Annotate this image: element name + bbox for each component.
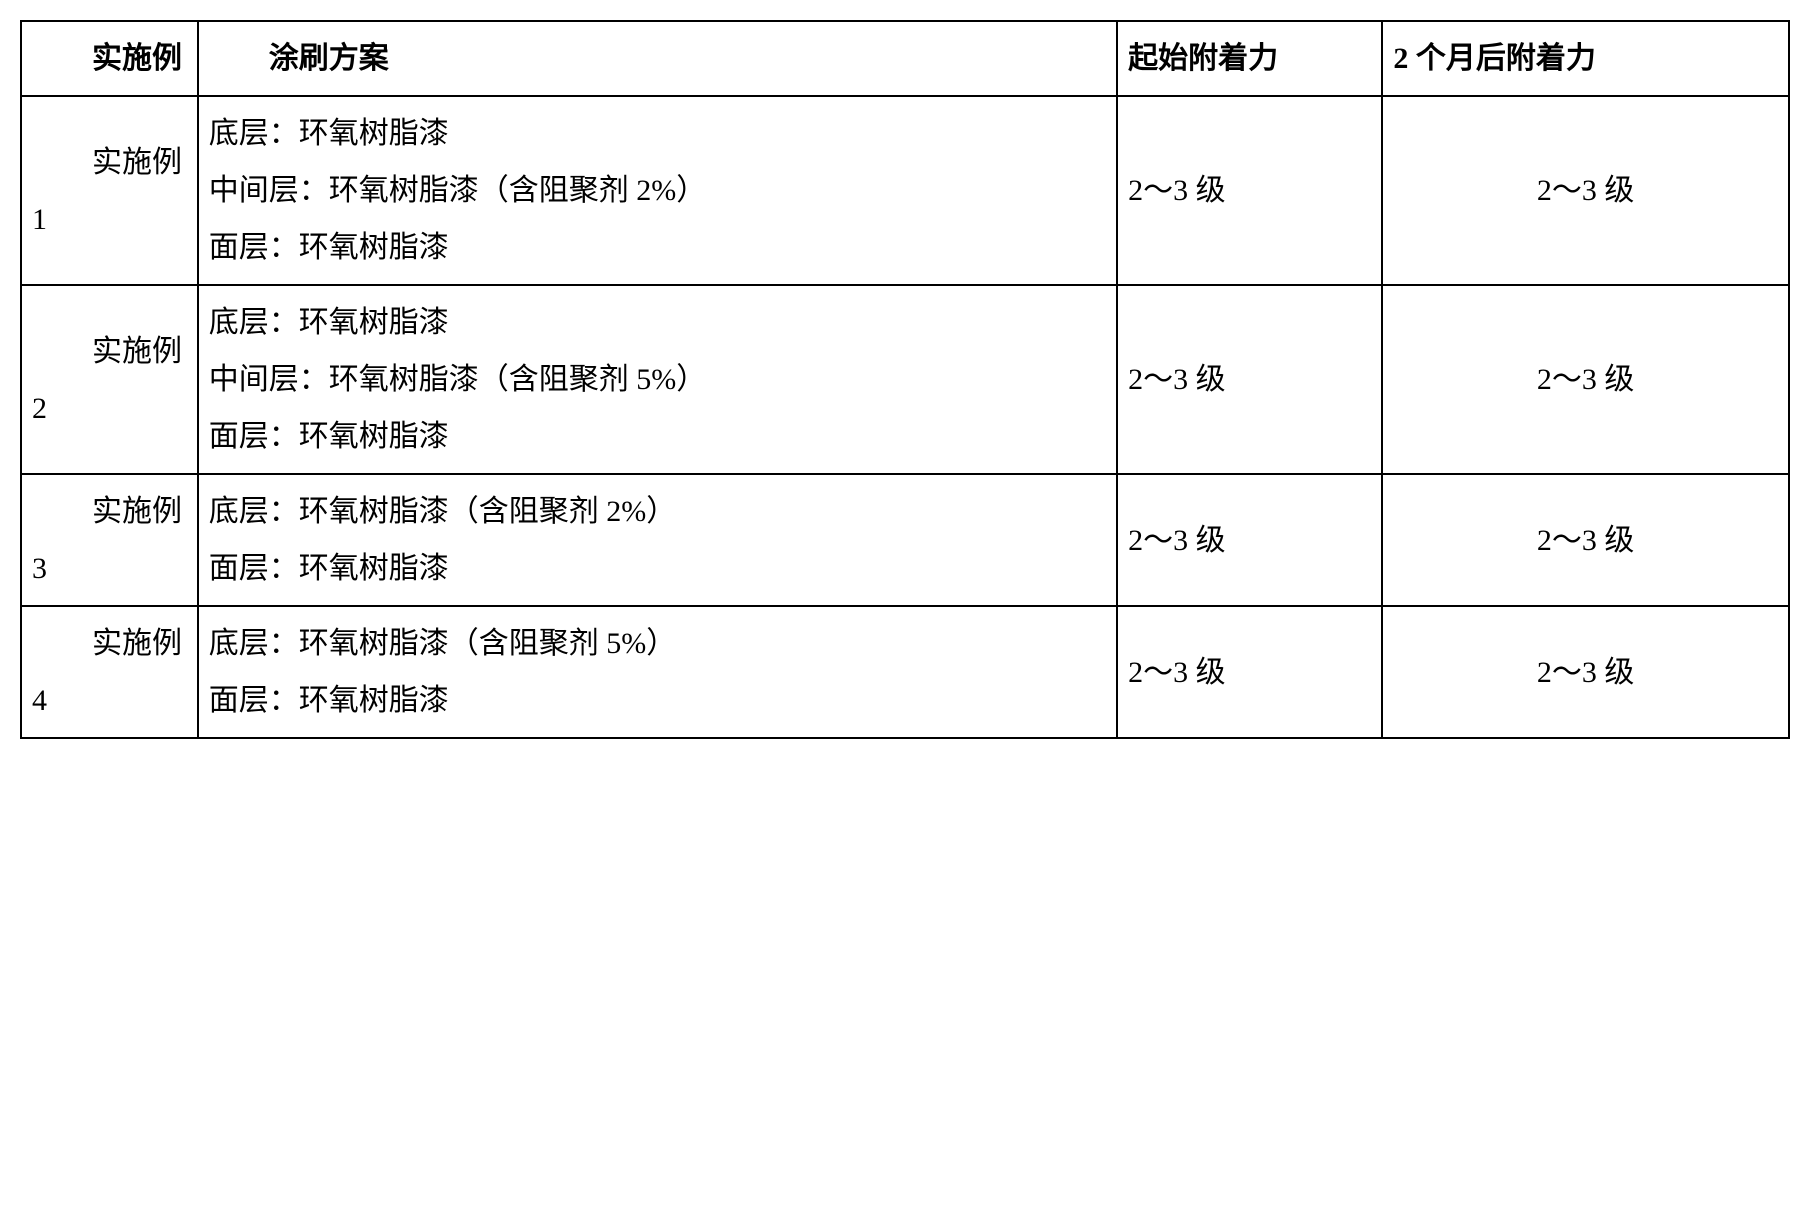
cell-after-adhesion: 2～3 级: [1382, 96, 1789, 285]
cell-example: 实施例 2: [21, 285, 198, 474]
scheme-line: 底层：环氧树脂漆（含阻聚剂 5%）: [209, 615, 1106, 672]
table-row: 实施例 2 底层：环氧树脂漆 中间层：环氧树脂漆（含阻聚剂 5%） 面层：环氧树…: [21, 285, 1789, 474]
col-header-example: 实施例: [21, 21, 198, 96]
scheme-line: 面层：环氧树脂漆: [209, 672, 1106, 729]
cell-example: 实施例 4: [21, 606, 198, 738]
cell-scheme: 底层：环氧树脂漆（含阻聚剂 5%） 面层：环氧树脂漆: [198, 606, 1117, 738]
scheme-line: 中间层：环氧树脂漆（含阻聚剂 2%）: [209, 162, 1106, 219]
col-header-after-adhesion: 2 个月后附着力: [1382, 21, 1789, 96]
table-header-row: 实施例 涂刷方案 起始附着力 2 个月后附着力: [21, 21, 1789, 96]
scheme-line: 底层：环氧树脂漆: [209, 294, 1106, 351]
table-row: 实施例 4 底层：环氧树脂漆（含阻聚剂 5%） 面层：环氧树脂漆 2～3 级 2…: [21, 606, 1789, 738]
scheme-line: 底层：环氧树脂漆（含阻聚剂 2%）: [209, 483, 1106, 540]
scheme-line: 中间层：环氧树脂漆（含阻聚剂 5%）: [209, 351, 1106, 408]
cell-scheme: 底层：环氧树脂漆（含阻聚剂 2%） 面层：环氧树脂漆: [198, 474, 1117, 606]
scheme-line: 面层：环氧树脂漆: [209, 219, 1106, 276]
cell-start-adhesion: 2～3 级: [1117, 606, 1382, 738]
cell-example: 实施例 3: [21, 474, 198, 606]
cell-scheme: 底层：环氧树脂漆 中间层：环氧树脂漆（含阻聚剂 5%） 面层：环氧树脂漆: [198, 285, 1117, 474]
cell-example: 实施例 1: [21, 96, 198, 285]
cell-after-adhesion: 2～3 级: [1382, 606, 1789, 738]
scheme-line: 底层：环氧树脂漆: [209, 105, 1106, 162]
col-header-start-adhesion: 起始附着力: [1117, 21, 1382, 96]
cell-start-adhesion: 2～3 级: [1117, 96, 1382, 285]
table-row: 实施例 3 底层：环氧树脂漆（含阻聚剂 2%） 面层：环氧树脂漆 2～3 级 2…: [21, 474, 1789, 606]
scheme-line: 面层：环氧树脂漆: [209, 540, 1106, 597]
table-row: 实施例 1 底层：环氧树脂漆 中间层：环氧树脂漆（含阻聚剂 2%） 面层：环氧树…: [21, 96, 1789, 285]
cell-start-adhesion: 2～3 级: [1117, 285, 1382, 474]
adhesion-table: 实施例 涂刷方案 起始附着力 2 个月后附着力 实施例 1 底层：环氧树脂漆 中…: [20, 20, 1790, 739]
cell-start-adhesion: 2～3 级: [1117, 474, 1382, 606]
cell-after-adhesion: 2～3 级: [1382, 474, 1789, 606]
scheme-line: 面层：环氧树脂漆: [209, 408, 1106, 465]
col-header-scheme: 涂刷方案: [198, 21, 1117, 96]
cell-scheme: 底层：环氧树脂漆 中间层：环氧树脂漆（含阻聚剂 2%） 面层：环氧树脂漆: [198, 96, 1117, 285]
cell-after-adhesion: 2～3 级: [1382, 285, 1789, 474]
